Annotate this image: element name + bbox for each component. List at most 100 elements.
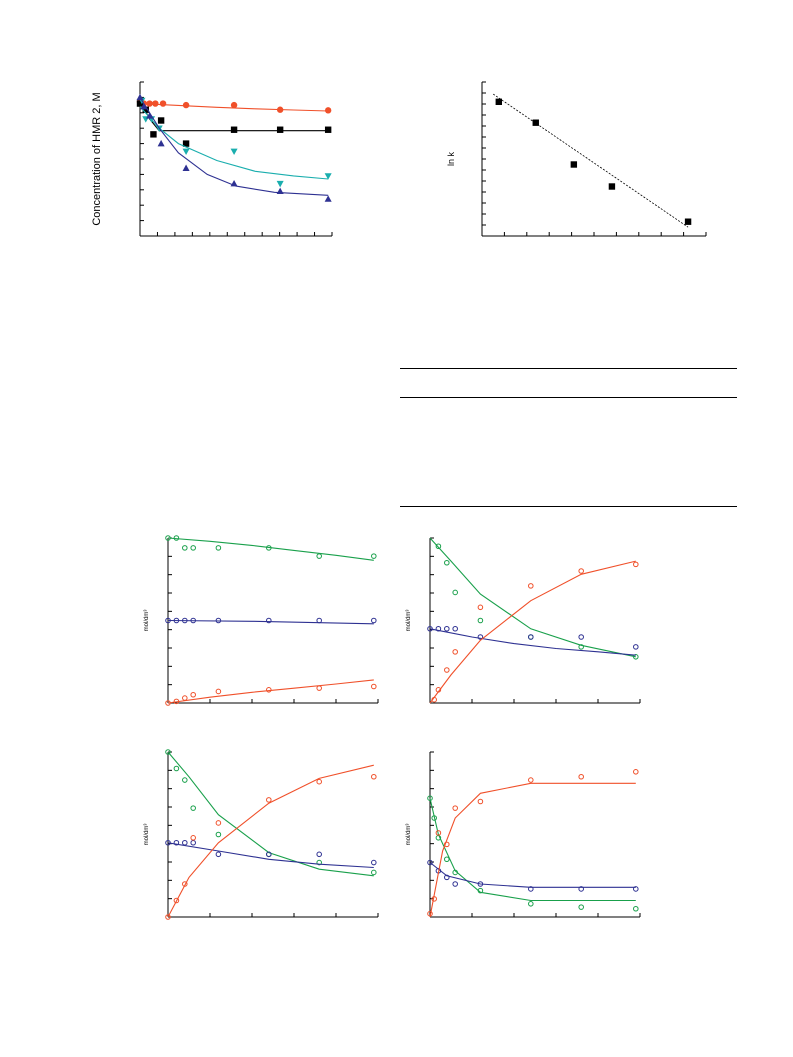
data-point xyxy=(324,173,332,180)
fit-line xyxy=(139,106,329,180)
table-rule-bottom xyxy=(400,506,737,507)
series-2 xyxy=(429,560,639,704)
data-point xyxy=(230,126,238,133)
data-point xyxy=(371,683,377,690)
y-axis-label: mol/dm³ xyxy=(144,824,150,846)
fit-line xyxy=(167,619,374,625)
data-point xyxy=(528,777,534,783)
data-point xyxy=(150,131,157,138)
data-point xyxy=(266,797,272,803)
data-point xyxy=(427,625,433,632)
data-point xyxy=(230,148,238,155)
table-rule-middle xyxy=(400,397,737,398)
data-point xyxy=(371,859,377,866)
data-point xyxy=(452,869,458,876)
data-point xyxy=(444,841,450,848)
fit-line xyxy=(167,751,374,877)
series-1 xyxy=(165,839,377,869)
data-point xyxy=(266,545,272,551)
data-point xyxy=(165,839,171,846)
data-point xyxy=(276,126,284,133)
fit-line xyxy=(429,560,636,704)
fit-line xyxy=(167,537,374,561)
data-point xyxy=(608,183,616,190)
data-point xyxy=(684,218,692,225)
data-point xyxy=(190,691,196,698)
chart-ln-k: ln k xyxy=(440,74,720,246)
data-point xyxy=(444,625,450,632)
data-point xyxy=(136,93,144,101)
series-0 xyxy=(427,795,639,912)
series-0 xyxy=(165,535,377,561)
data-point xyxy=(230,101,238,109)
data-point xyxy=(427,795,433,801)
data-point xyxy=(371,553,377,559)
data-point xyxy=(182,148,190,155)
chart-conc-c: mol/dm³ xyxy=(138,744,388,929)
data-point xyxy=(136,100,144,107)
data-point xyxy=(371,869,377,876)
data-point xyxy=(435,830,442,836)
data-point xyxy=(528,634,534,640)
data-point xyxy=(435,543,442,550)
data-point xyxy=(452,881,458,887)
data-point xyxy=(215,688,222,695)
data-point xyxy=(165,749,171,755)
data-point xyxy=(633,886,639,892)
data-point xyxy=(182,545,188,551)
data-point xyxy=(477,617,484,624)
data-point xyxy=(427,859,433,866)
data-point xyxy=(173,839,180,846)
data-point xyxy=(532,119,539,126)
data-point xyxy=(215,831,222,838)
series-2 xyxy=(138,97,332,188)
data-point xyxy=(427,910,433,917)
chart-conc-d: mol/dm³ xyxy=(400,744,650,929)
series-1 xyxy=(427,859,639,892)
data-point xyxy=(276,106,284,113)
data-point xyxy=(146,112,154,119)
data-point xyxy=(578,568,584,574)
data-point xyxy=(316,851,322,858)
data-point xyxy=(528,901,534,907)
data-point xyxy=(371,773,377,780)
chart-conc-a-svg: mol/dm³ xyxy=(144,535,379,706)
data-point xyxy=(215,545,222,551)
fit-line xyxy=(429,628,636,656)
data-point xyxy=(276,180,284,188)
data-point xyxy=(435,687,442,693)
data-point xyxy=(182,881,188,887)
series-2 xyxy=(165,679,377,706)
data-point xyxy=(266,687,272,693)
data-point xyxy=(190,545,196,551)
data-point xyxy=(140,102,148,110)
data-point xyxy=(215,820,222,826)
data-point xyxy=(266,617,272,624)
series-2 xyxy=(165,764,377,920)
chart-conc-c-svg: mol/dm³ xyxy=(144,749,379,920)
data-point xyxy=(316,778,322,785)
data-point xyxy=(324,195,332,202)
y-axis-label: ln k xyxy=(446,152,456,167)
data-point xyxy=(477,604,484,611)
data-point xyxy=(477,887,484,894)
data-point xyxy=(444,667,450,673)
data-point xyxy=(528,886,534,892)
fit-line xyxy=(139,97,329,196)
series-1 xyxy=(427,625,639,656)
series-1 xyxy=(165,617,377,625)
chart-conc-a: mol/dm³ xyxy=(140,530,390,715)
series-0 xyxy=(492,93,692,228)
data-point xyxy=(165,535,171,541)
series-2 xyxy=(427,769,639,918)
data-point xyxy=(165,617,171,624)
data-point xyxy=(316,859,322,866)
data-point xyxy=(633,905,639,912)
data-point xyxy=(266,851,272,858)
chart-hmr-concentration-svg: Concentration of HMR 2, M xyxy=(91,81,333,237)
y-axis-label: Concentration of HMR 2, M xyxy=(91,92,103,225)
data-point xyxy=(152,100,159,107)
data-point xyxy=(316,685,322,691)
data-point xyxy=(324,126,332,133)
data-point xyxy=(578,904,584,910)
